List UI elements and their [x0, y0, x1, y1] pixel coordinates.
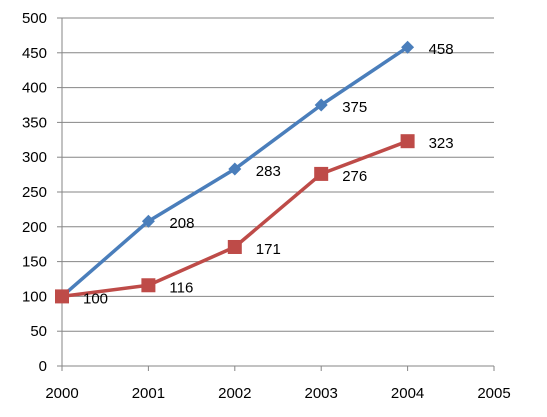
- data-labels: 208 283 375 458 100 116 171 276 323: [83, 41, 454, 307]
- y-tick-label: 450: [22, 45, 47, 62]
- data-point-diamond: [314, 98, 328, 112]
- data-point-square: [55, 289, 69, 304]
- data-point-diamond: [228, 162, 242, 176]
- y-tick-label: 350: [22, 114, 47, 131]
- x-tick-label: 2002: [218, 385, 251, 402]
- y-tick-label: 0: [39, 358, 47, 375]
- data-label: 375: [342, 99, 367, 116]
- y-tick-label: 100: [22, 288, 47, 305]
- y-tick-label: 50: [30, 323, 47, 340]
- y-tick-label: 200: [22, 219, 47, 236]
- data-point-square: [314, 166, 329, 181]
- data-label: 208: [169, 215, 194, 232]
- data-point-square: [227, 239, 242, 254]
- x-tick-label: 2005: [477, 385, 510, 402]
- x-tick-label: 2001: [132, 385, 165, 402]
- data-label: 323: [429, 135, 454, 152]
- data-label: 276: [342, 168, 367, 185]
- axes: [57, 17, 495, 371]
- data-point-diamond: [141, 214, 155, 228]
- y-tick-labels: 0 50 100 150 200 250 300 350 400 450 500: [22, 10, 47, 375]
- y-tick-label: 400: [22, 80, 47, 97]
- y-tick-label: 150: [22, 254, 47, 271]
- x-tick-label: 2004: [391, 385, 424, 402]
- gridlines: [62, 17, 494, 332]
- x-tick-label: 2000: [45, 385, 78, 402]
- x-tick-label: 2003: [305, 385, 338, 402]
- y-tick-label: 500: [22, 10, 47, 27]
- series: [55, 40, 415, 304]
- y-tick-label: 250: [22, 184, 47, 201]
- data-label: 171: [256, 241, 281, 258]
- data-label: 100: [83, 290, 108, 307]
- data-point-diamond: [401, 40, 415, 54]
- data-label: 116: [169, 279, 193, 296]
- data-label: 458: [429, 41, 454, 58]
- data-point-square: [400, 134, 415, 149]
- y-tick-label: 300: [22, 149, 47, 166]
- data-label: 283: [256, 163, 281, 180]
- x-tick-labels: 2000 2001 2002 2003 2004 2005: [45, 385, 510, 402]
- data-point-square: [141, 278, 156, 293]
